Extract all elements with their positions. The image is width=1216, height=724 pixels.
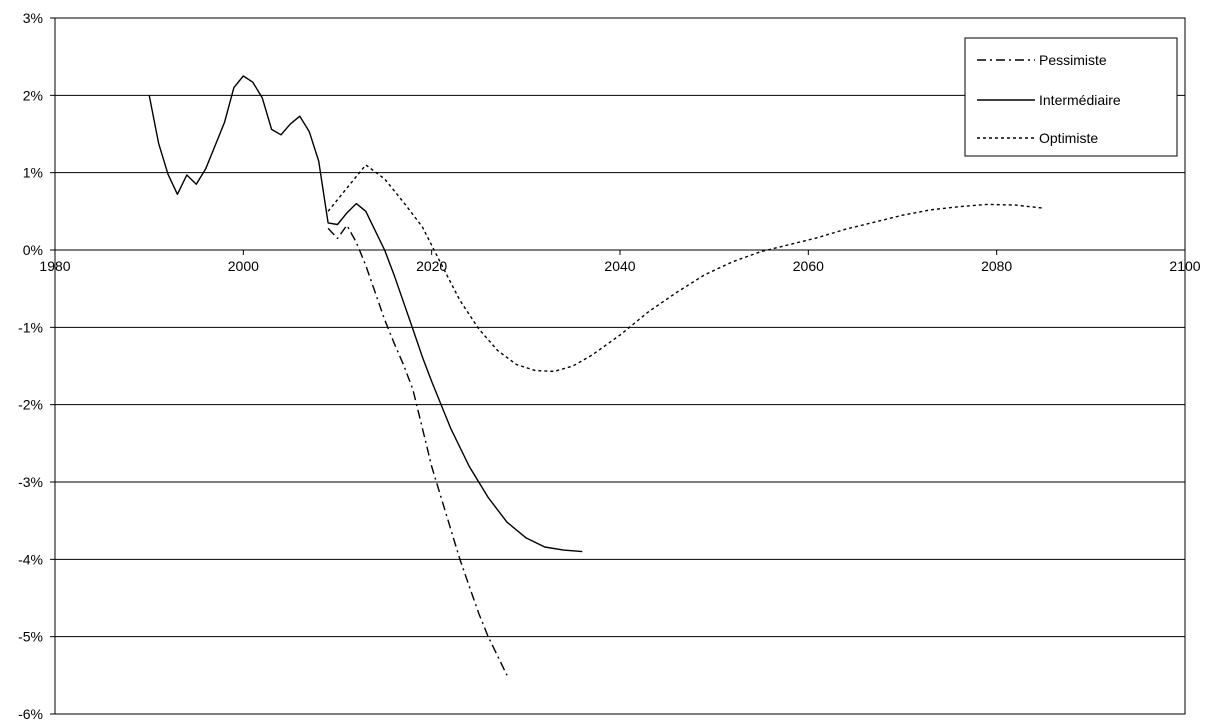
y-tick-label: 2% xyxy=(23,87,43,103)
legend-label: Optimiste xyxy=(1039,130,1098,146)
y-tick-label: -3% xyxy=(18,474,43,490)
y-tick-label: 0% xyxy=(23,242,43,258)
x-tick-label: 2040 xyxy=(604,258,635,274)
legend-label: Intermédiaire xyxy=(1039,92,1121,108)
y-tick-label: -4% xyxy=(18,551,43,567)
series-lines xyxy=(148,75,1044,676)
series-line-pessimiste xyxy=(327,224,508,676)
x-tick-label: 1980 xyxy=(39,258,70,274)
y-tick-label: 3% xyxy=(23,10,43,26)
legend-label: Pessimiste xyxy=(1039,52,1107,68)
x-tick-label: 2000 xyxy=(228,258,259,274)
series-line-intermdiaire xyxy=(148,75,583,553)
x-tick-label: 2080 xyxy=(981,258,1012,274)
y-tick-label: -2% xyxy=(18,397,43,413)
legend: Pessimiste Intermédiaire Optimiste xyxy=(964,37,1178,157)
x-tick-label: 2060 xyxy=(793,258,824,274)
y-tick-label: -1% xyxy=(18,319,43,335)
x-tick-label: 2100 xyxy=(1169,258,1200,274)
y-tick-label: 1% xyxy=(23,165,43,181)
y-tick-labels: 3% 2% 1% 0% -1% -2% -3% -4% -5% -6% xyxy=(18,10,43,722)
axes xyxy=(50,17,1186,715)
legend-box xyxy=(964,37,1178,157)
series-line-optimiste xyxy=(327,164,1044,373)
y-tick-label: -6% xyxy=(18,706,43,722)
x-tick-label: 2020 xyxy=(416,258,447,274)
x-tick-labels: 1980 2000 2020 2040 2060 2080 2100 xyxy=(39,258,1200,274)
plot-frame xyxy=(54,17,1186,715)
y-tick-label: -5% xyxy=(18,629,43,645)
